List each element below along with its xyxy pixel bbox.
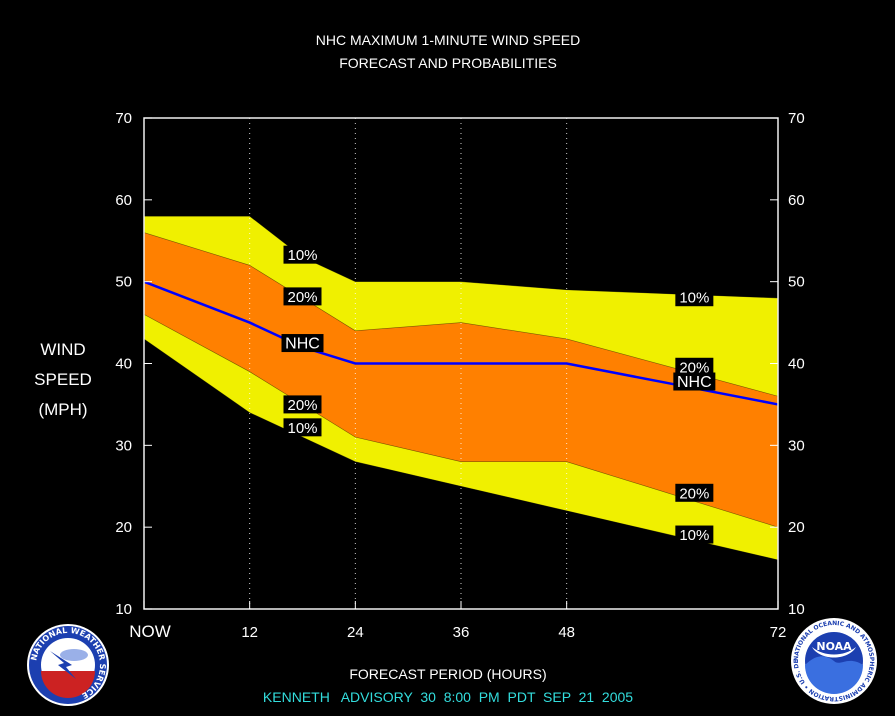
x-tick-label: NOW xyxy=(129,622,171,641)
national-weather-service-logo-icon: NATIONAL WEATHER SERVICE xyxy=(27,624,109,706)
y-tick-label-right: 20 xyxy=(788,519,805,536)
y-tick-label-left: 70 xyxy=(115,110,132,127)
series-label-bg xyxy=(283,418,322,437)
series-label: NHC xyxy=(673,372,716,391)
series-label-text: NHC xyxy=(285,336,320,353)
x-tick-label: 12 xyxy=(241,624,258,641)
series-label-text: 10% xyxy=(287,420,317,437)
series-label-text: 10% xyxy=(679,290,709,307)
noaa-center-text: NOAA xyxy=(816,640,852,653)
y-tick-label-left: 40 xyxy=(115,356,132,373)
band-20-percent xyxy=(144,232,778,528)
y-axis-label-line: (MPH) xyxy=(38,400,87,419)
y-tick-label-left: 60 xyxy=(115,192,132,209)
y-tick-label-right: 10 xyxy=(788,601,805,618)
y-axis-label-line: WIND xyxy=(40,340,85,359)
series-label-bg xyxy=(283,395,322,414)
series-label-bg xyxy=(675,357,714,376)
series-label-bg xyxy=(673,372,716,391)
x-tick-label: 72 xyxy=(770,624,787,641)
y-tick-label-left: 30 xyxy=(115,437,132,454)
series-label-bg xyxy=(283,245,322,264)
series-label-bg xyxy=(675,483,714,502)
series-label-bg xyxy=(281,334,324,353)
series-label: 10% xyxy=(675,288,714,307)
y-tick-label-right: 60 xyxy=(788,192,805,209)
y-tick-label-left: 50 xyxy=(115,274,132,291)
series-line-upper-20 xyxy=(143,232,779,397)
series-label: 20% xyxy=(283,287,322,306)
series-label: 10% xyxy=(283,418,322,437)
series-label-text: 20% xyxy=(679,485,709,502)
advisory-line: KENNETH ADVISORY 30 8:00 PM PDT SEP 21 2… xyxy=(263,689,633,705)
series-label-bg xyxy=(675,288,714,307)
y-tick-label-left: 20 xyxy=(115,519,132,536)
series-label-text: 10% xyxy=(679,527,709,544)
y-tick-label-right: 30 xyxy=(788,437,805,454)
noaa-logo-icon: NOAA NATIONAL OCEANIC AND ATMOSPHERIC AD… xyxy=(791,618,877,704)
series-label: 10% xyxy=(675,525,714,544)
y-tick-label-right: 50 xyxy=(788,274,805,291)
series-label: 20% xyxy=(675,357,714,376)
x-tick-label: 36 xyxy=(453,624,470,641)
x-tick-label: 48 xyxy=(558,624,575,641)
x-axis-label: FORECAST PERIOD (HOURS) xyxy=(349,666,546,682)
series-label: 20% xyxy=(675,483,714,502)
series-label-bg xyxy=(283,287,322,306)
chart-subtitle: FORECAST AND PROBABILITIES xyxy=(339,55,557,71)
series-line-upper-10 xyxy=(144,215,779,299)
x-tick-label: 24 xyxy=(347,624,364,641)
series-line-lower-10 xyxy=(143,338,779,561)
series-line-nhc-forecast xyxy=(143,280,779,406)
series-label-text: 10% xyxy=(287,247,317,264)
series-label: 10% xyxy=(283,245,322,264)
series-label-text: NHC xyxy=(677,374,712,391)
series-label: NHC xyxy=(281,334,324,353)
series-label-text: 20% xyxy=(287,397,317,414)
y-tick-label-left: 10 xyxy=(115,601,132,618)
chart-title: NHC MAXIMUM 1-MINUTE WIND SPEED xyxy=(316,32,580,48)
y-tick-label-right: 40 xyxy=(788,356,805,373)
series-label-text: 20% xyxy=(287,289,317,306)
axes: 10 10 20 20 30 30 40 40 50 50 60 60 70 70 NOW 12 24 36 48 7… xyxy=(115,110,804,641)
y-tick-label-right: 70 xyxy=(788,110,805,127)
series-line-lower-20 xyxy=(143,314,779,528)
series-label-text: 20% xyxy=(679,359,709,376)
series-label-bg xyxy=(675,525,714,544)
y-axis-label-line: SPEED xyxy=(34,370,92,389)
y-axis-label: WIND SPEED (MPH) xyxy=(34,340,92,419)
series-label: 20% xyxy=(283,395,322,414)
